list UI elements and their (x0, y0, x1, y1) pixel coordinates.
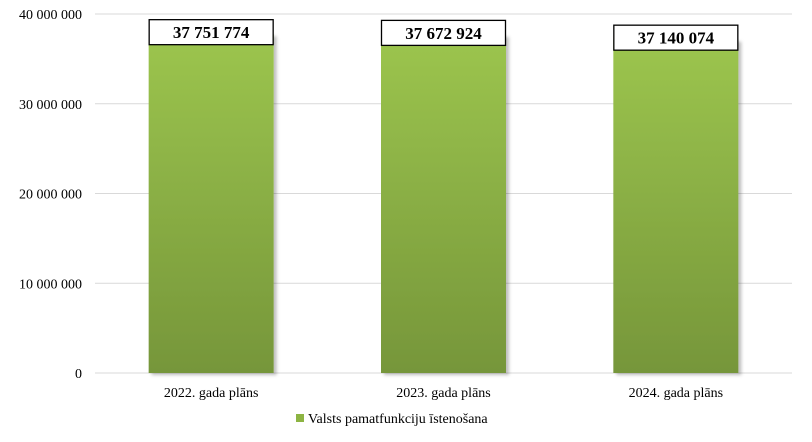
category-label: 2022. gada plāns (164, 386, 258, 401)
data-labels: 37 751 774 37 672 924 37 140 074 (148, 19, 739, 51)
y-tick-label: 0 (75, 367, 82, 382)
y-tick-label: 40 000 000 (19, 8, 82, 23)
y-axis-ticks: 0 10 000 000 20 000 000 30 000 000 40 000 00… (19, 8, 82, 382)
y-tick-label: 30 000 000 (19, 98, 82, 113)
bar (613, 39, 739, 373)
legend: Valsts pamatfunkciju īstenošana (296, 412, 488, 427)
data-label-box (148, 19, 274, 46)
bar (381, 34, 506, 374)
bar (148, 34, 274, 374)
legend-swatch (296, 414, 304, 422)
data-label-box (380, 19, 507, 47)
data-label-box (613, 24, 739, 51)
legend-label: Valsts pamatfunkciju īstenošana (308, 412, 488, 427)
category-labels: 2022. gada plāns 2023. gada plāns 2024. ga… (164, 386, 723, 401)
data-label: 37 672 924 (405, 24, 482, 43)
bars (148, 34, 739, 374)
category-label: 2024. gada plāns (629, 386, 723, 401)
y-tick-label: 10 000 000 (19, 277, 82, 292)
data-label: 37 140 074 (638, 29, 715, 48)
data-label: 37 751 774 (173, 23, 250, 42)
category-label: 2023. gada plāns (396, 386, 490, 401)
y-tick-label: 20 000 000 (19, 188, 82, 203)
